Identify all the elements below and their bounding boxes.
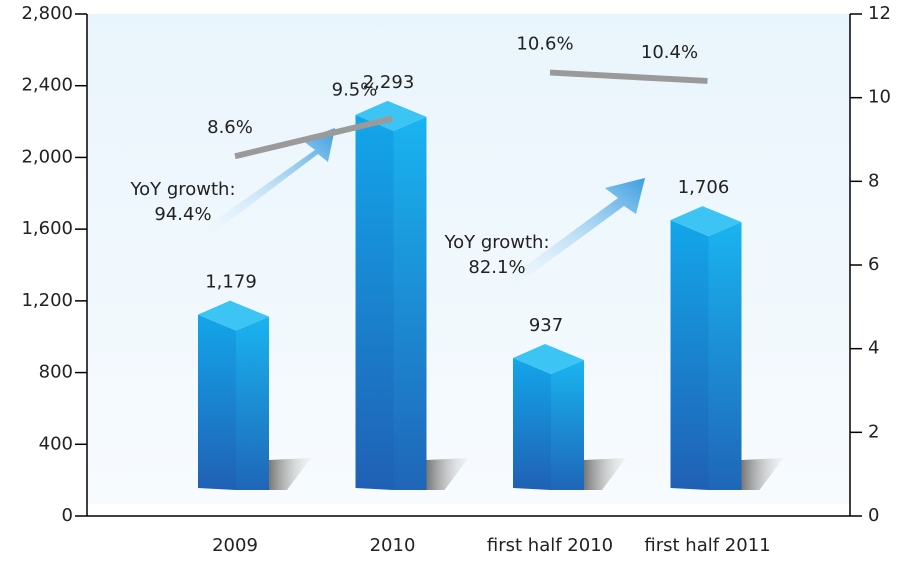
y-tick-label: 2,400: [21, 75, 73, 96]
data-label: 9.5%: [332, 80, 378, 101]
bar-side: [708, 222, 742, 491]
bar: [513, 358, 551, 490]
y-tick-label: 2,000: [21, 146, 73, 167]
y-tick-label: 0: [62, 505, 73, 526]
x-tick-label: first half 2010: [486, 535, 614, 556]
y2-tick-label: 0: [868, 505, 879, 526]
y-tick-label: 800: [39, 362, 73, 383]
annotation: 94.4%: [154, 204, 211, 225]
bar-top: [670, 206, 742, 237]
y2-tick-label: 2: [868, 421, 879, 442]
annotation: 82.1%: [468, 257, 525, 278]
y-tick-label: 400: [39, 433, 73, 454]
line: [234, 115, 394, 160]
bar-shadow: [426, 458, 469, 490]
bar-shadow: [741, 458, 784, 490]
line: [549, 69, 708, 84]
y2-tick-label: 10: [868, 87, 891, 108]
growth-arrow: [490, 178, 645, 300]
annotation: YoY growth:: [129, 179, 235, 200]
y2-tick-label: 8: [868, 170, 879, 191]
bar-top: [198, 300, 269, 331]
annotation: YoY growth:: [443, 232, 549, 253]
growth-arrow: [190, 128, 335, 246]
data-label: 1,706: [678, 177, 730, 198]
y2-tick-label: 6: [868, 254, 879, 275]
bar-shadow: [584, 458, 626, 490]
y2-tick-label: 12: [868, 3, 891, 24]
data-label: 10.4%: [641, 42, 698, 63]
bar-side: [393, 116, 427, 490]
y-tick-label: 1,200: [21, 290, 73, 311]
bar: [670, 220, 709, 491]
data-label: 937: [529, 315, 563, 336]
y-tick-label: 1,600: [21, 218, 73, 239]
y-tick-label: 2,800: [21, 3, 73, 24]
data-label: 10.6%: [516, 34, 573, 55]
x-tick-label: 2010: [369, 535, 416, 556]
bar-shadow: [269, 458, 311, 490]
data-label: 1,179: [205, 272, 257, 293]
y2-tick-label: 4: [868, 338, 879, 359]
x-tick-label: first half 2011: [644, 535, 771, 556]
data-label: 2,293: [363, 72, 415, 93]
bar: [198, 314, 236, 490]
bar-side: [236, 316, 269, 490]
bar-top: [513, 344, 584, 375]
bar: [355, 114, 394, 490]
bar-side: [551, 360, 584, 490]
data-label: 8.6%: [207, 117, 253, 138]
x-tick-label: 2009: [212, 535, 258, 556]
